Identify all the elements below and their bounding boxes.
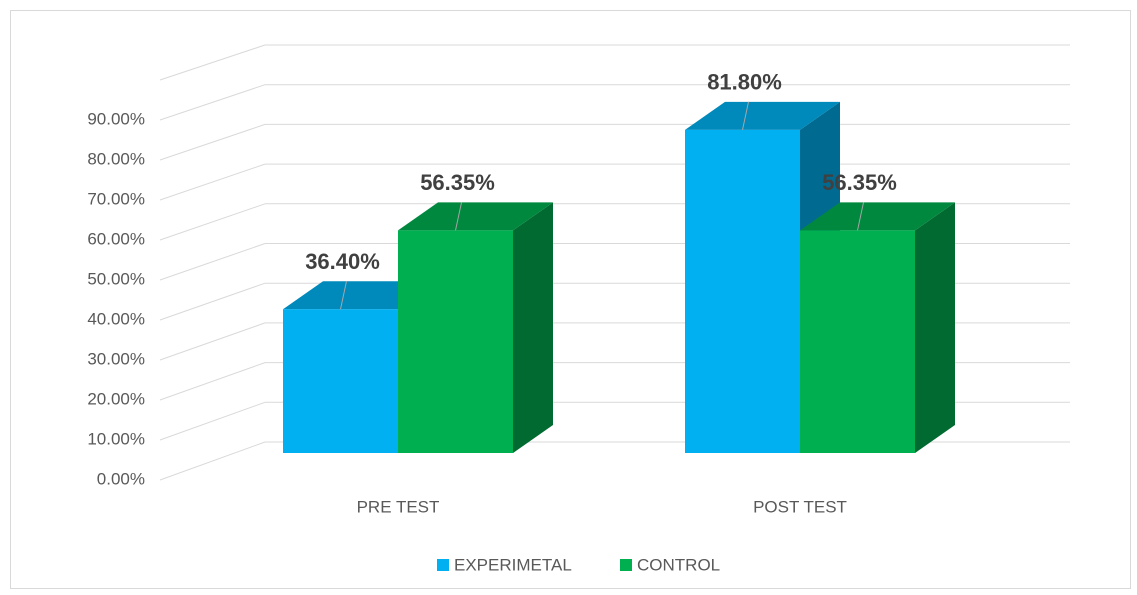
value-label: 36.40% <box>305 249 380 274</box>
legend-swatch <box>620 559 632 571</box>
grid-line <box>159 362 266 401</box>
y-tick-label: 70.00% <box>87 189 145 208</box>
grid-line <box>159 401 266 441</box>
y-tick-label: 0.00% <box>97 469 145 488</box>
leader-line <box>742 101 749 130</box>
bar-top <box>398 202 553 231</box>
value-label: 81.80% <box>707 70 782 95</box>
bar <box>800 230 915 453</box>
value-label: 56.35% <box>822 170 897 195</box>
legend-swatch <box>437 559 449 571</box>
x-tick-label: POST TEST <box>753 497 847 516</box>
bar <box>685 129 800 453</box>
bar <box>283 309 398 453</box>
y-tick-label: 50.00% <box>87 269 145 288</box>
grid-line <box>159 243 266 281</box>
bar <box>398 230 513 453</box>
leader-line <box>857 202 864 231</box>
bar-side <box>513 202 553 453</box>
y-tick-label: 60.00% <box>87 229 145 248</box>
bar-top <box>800 202 955 231</box>
leader-line <box>455 202 462 231</box>
grid-line <box>159 123 266 161</box>
y-tick-label: 30.00% <box>87 349 145 368</box>
grid-line <box>159 163 266 201</box>
grid-line <box>159 322 266 361</box>
grid-line <box>159 282 266 321</box>
y-tick-label: 80.00% <box>87 149 145 168</box>
legend-label: CONTROL <box>637 555 720 574</box>
grid-line <box>159 441 266 481</box>
legend-label: EXPERIMETAL <box>454 555 572 574</box>
bar-top <box>685 101 840 130</box>
y-tick-label: 10.00% <box>87 429 145 448</box>
leader-line <box>340 281 347 310</box>
y-tick-label: 90.00% <box>87 109 145 128</box>
bar-side <box>915 202 955 453</box>
y-tick-label: 20.00% <box>87 389 145 408</box>
grid-line <box>159 84 266 121</box>
value-label: 56.35% <box>420 170 495 195</box>
grid-line <box>159 44 266 81</box>
grid-line <box>159 203 266 241</box>
chart-border <box>10 10 1131 589</box>
y-tick-label: 40.00% <box>87 309 145 328</box>
x-tick-label: PRE TEST <box>357 497 440 516</box>
